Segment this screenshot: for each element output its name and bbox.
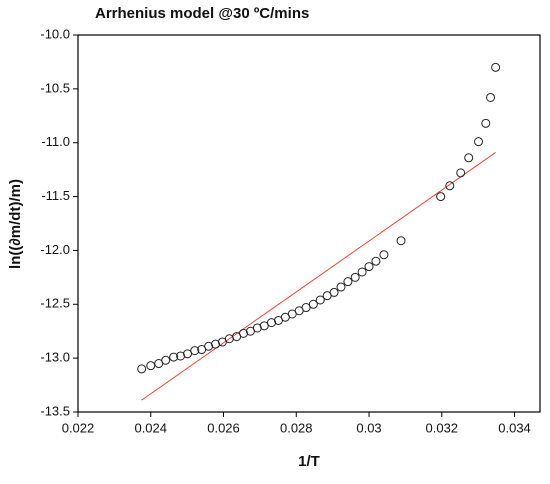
point (336, 282, 346, 292)
point (396, 236, 406, 246)
point (315, 295, 325, 305)
point (436, 192, 446, 202)
y-axis-label: ln((∂m/dt)/m) (7, 179, 24, 269)
point (161, 355, 171, 365)
point (146, 361, 156, 371)
point (474, 137, 484, 147)
x-tick-label: 0.022 (62, 420, 95, 435)
x-tick-label: 0.034 (498, 420, 531, 435)
x-tick-label: 0.024 (134, 420, 167, 435)
x-tick-label: 0.03 (356, 420, 381, 435)
chart-title: Arrhenius model @30 ºC/mins (95, 5, 309, 22)
point (464, 153, 474, 163)
point (456, 168, 466, 178)
point (357, 267, 367, 277)
y-tick-label: -11.5 (41, 188, 70, 203)
y-tick-label: -12.0 (40, 242, 70, 257)
point (445, 181, 455, 191)
y-tick-label: -10.5 (40, 80, 70, 95)
point (190, 346, 200, 356)
point (204, 341, 214, 351)
x-tick-label: 0.032 (426, 420, 459, 435)
y-tick-label: -10.0 (40, 26, 70, 41)
point (481, 118, 491, 128)
point (329, 287, 339, 297)
point (301, 303, 311, 313)
y-tick-label: -12.5 (40, 296, 70, 311)
plot-frame (77, 34, 541, 413)
x-axis-label: 1/T (298, 453, 320, 470)
point (491, 62, 501, 72)
point (267, 318, 277, 328)
point (308, 299, 318, 309)
point (486, 92, 496, 102)
point (379, 250, 389, 260)
y-tick-label: -13.5 (40, 403, 70, 418)
point (343, 277, 353, 287)
y-tick-label: -13.0 (40, 350, 70, 365)
y-tick-label: -11.0 (41, 134, 70, 149)
point (182, 349, 192, 359)
x-tick-label: 0.028 (280, 420, 313, 435)
point (252, 323, 262, 333)
point (350, 272, 360, 282)
point (211, 339, 221, 349)
point (259, 321, 269, 331)
x-tick-label: 0.026 (207, 420, 240, 435)
fit-line (141, 151, 496, 401)
point (169, 352, 179, 362)
point (364, 262, 374, 272)
point (371, 256, 381, 266)
point (239, 328, 249, 338)
point (137, 364, 147, 374)
point (176, 351, 186, 361)
